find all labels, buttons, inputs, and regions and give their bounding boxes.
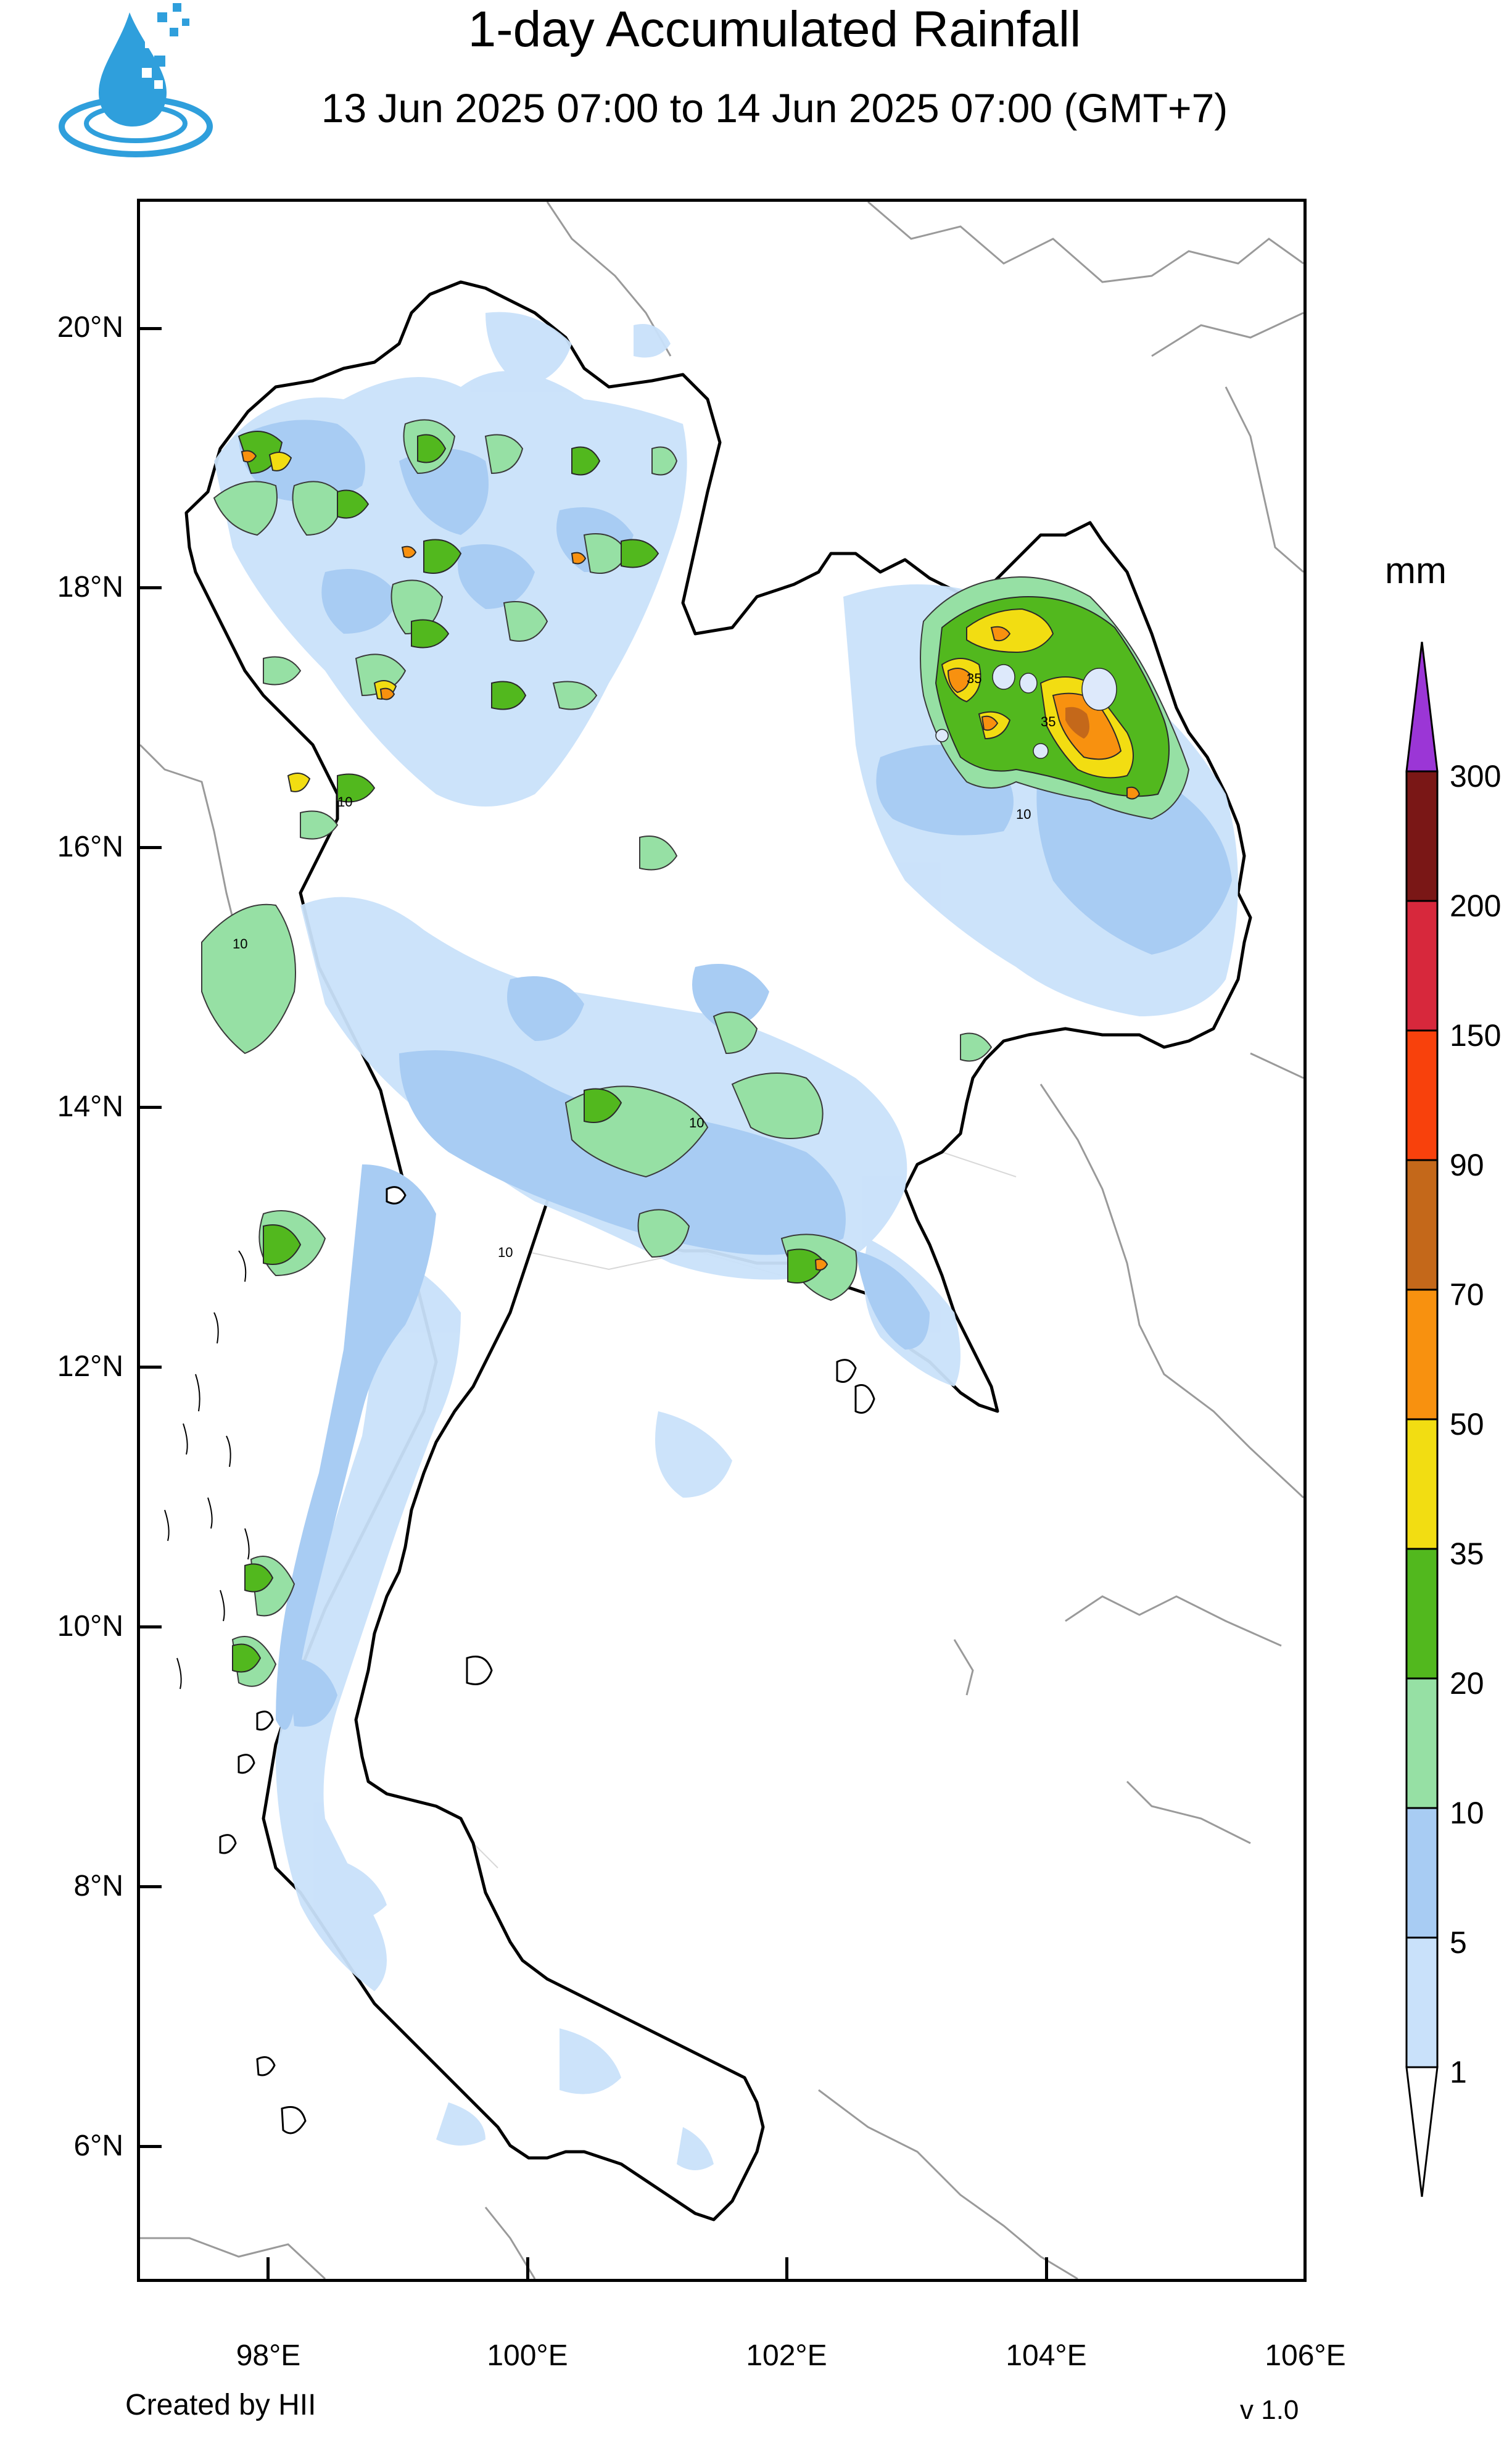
rainfall-map: 10 10 10 35 35 10 10: [140, 202, 1303, 2279]
legend-color-box: [1405, 1288, 1439, 1421]
contour-label: 10: [233, 936, 247, 952]
legend-level-label: 300: [1450, 759, 1502, 794]
lon-tick: [1045, 2257, 1048, 2282]
legend-level-label: 20: [1450, 1666, 1484, 1701]
lat-label: 12°N: [57, 1350, 123, 1383]
legend-color-box: [1405, 1548, 1439, 1680]
lon-label: 106°E: [1265, 2339, 1346, 2372]
lon-tick: [1303, 2257, 1307, 2282]
legend-bottom-arrow: [1405, 2066, 1439, 2197]
contour-label: 10: [337, 794, 352, 810]
legend-level-label: 200: [1450, 889, 1502, 923]
legend-color-box: [1405, 1936, 1439, 2068]
legend-level-label: 90: [1450, 1148, 1484, 1182]
lon-tick: [266, 2257, 270, 2282]
water-drop-logo-icon: [59, 3, 213, 157]
lat-tick: [137, 586, 162, 589]
legend-unit: mm: [1385, 550, 1447, 591]
lon-label: 98°E: [236, 2339, 301, 2372]
lat-label: 18°N: [57, 571, 123, 603]
lat-label: 10°N: [57, 1610, 123, 1643]
legend-level-label: 10: [1450, 1796, 1484, 1830]
lat-tick: [137, 846, 162, 849]
legend-level-label: 150: [1450, 1018, 1502, 1053]
lon-label: 102°E: [746, 2339, 827, 2372]
legend-color-box: [1405, 1159, 1439, 1291]
map-subtitle: 13 Jun 2025 07:00 to 14 Jun 2025 07:00 (…: [321, 85, 1228, 131]
lat-tick: [137, 2145, 162, 2148]
lon-tick: [785, 2257, 788, 2282]
legend-color-box: [1405, 900, 1439, 1032]
contour-label: 35: [967, 671, 981, 686]
lon-tick: [526, 2257, 529, 2282]
contour-label: 10: [689, 1115, 704, 1130]
contour-label: 35: [1041, 714, 1056, 729]
map-title: 1-day Accumulated Rainfall: [468, 1, 1081, 57]
lat-label: 16°N: [57, 831, 123, 863]
legend-level-label: 70: [1450, 1277, 1484, 1312]
legend-level-label: 5: [1450, 1925, 1467, 1960]
version-text: v 1.0: [1240, 2395, 1299, 2425]
legend-color-box: [1405, 770, 1439, 902]
lat-tick: [137, 1106, 162, 1109]
islands: [219, 1186, 875, 2134]
lat-label: 8°N: [73, 1870, 123, 1902]
legend-level-label: 35: [1450, 1537, 1484, 1571]
lat-label: 20°N: [57, 311, 123, 344]
myanmar-islands: [164, 1250, 250, 1690]
legend-color-box: [1405, 1807, 1439, 1939]
lat-tick: [137, 1366, 162, 1369]
map-frame: 10 10 10 35 35 10 10: [137, 199, 1307, 2282]
legend-color-box: [1405, 1029, 1439, 1161]
lat-tick: [137, 327, 162, 330]
lon-label: 100°E: [487, 2339, 568, 2372]
color-legend-bar: [1405, 642, 1439, 2197]
legend-top-arrow: [1405, 642, 1439, 773]
legend-level-label: 50: [1450, 1407, 1484, 1441]
legend-level-label: 1: [1450, 2055, 1467, 2089]
credit-text: Created by HII: [125, 2389, 316, 2421]
legend-color-box: [1405, 1418, 1439, 1550]
contour-label: 10: [498, 1245, 513, 1260]
lat-tick: [137, 1885, 162, 1888]
contour-labels: 10 10 10 35 35 10 10: [233, 671, 1056, 1260]
legend-color-box: [1405, 1677, 1439, 1809]
lon-label: 104°E: [1006, 2339, 1087, 2372]
rain-70-90mm: [1065, 707, 1089, 739]
neighbour-borders: [140, 202, 1303, 2279]
lat-tick: [137, 1625, 162, 1628]
lat-label: 14°N: [57, 1090, 123, 1123]
dry-spots: [935, 664, 1117, 759]
lat-label: 6°N: [73, 2130, 123, 2162]
contour-label: 10: [1016, 807, 1031, 822]
